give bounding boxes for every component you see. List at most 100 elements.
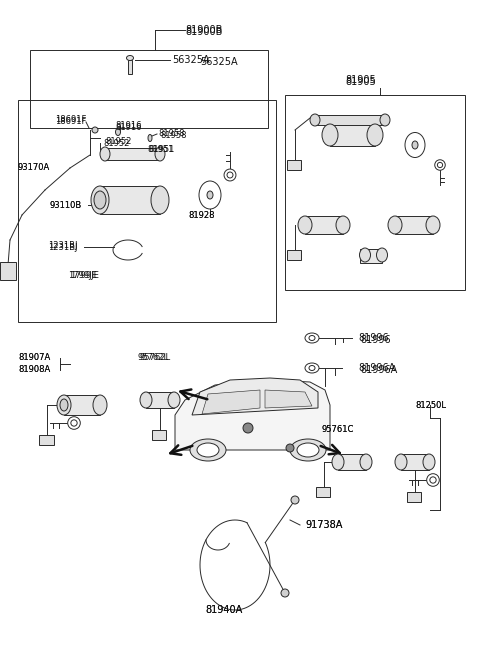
Ellipse shape — [116, 128, 120, 136]
Circle shape — [68, 417, 80, 429]
Bar — [407, 492, 421, 502]
Bar — [316, 487, 330, 497]
Text: 81958: 81958 — [158, 130, 184, 138]
Text: 81905: 81905 — [345, 75, 376, 85]
Text: 93170A: 93170A — [18, 164, 50, 172]
Bar — [330, 124, 375, 146]
Text: 81958: 81958 — [160, 130, 187, 140]
Ellipse shape — [290, 439, 326, 461]
Bar — [338, 454, 366, 470]
Ellipse shape — [94, 191, 106, 209]
Ellipse shape — [207, 191, 213, 199]
Text: 81952: 81952 — [103, 138, 130, 147]
Ellipse shape — [305, 333, 319, 343]
Ellipse shape — [151, 186, 169, 214]
Text: 81952: 81952 — [105, 138, 132, 147]
Bar — [128, 60, 132, 74]
Bar — [64, 395, 100, 415]
Text: 56325A: 56325A — [172, 55, 210, 65]
Ellipse shape — [405, 132, 425, 157]
Ellipse shape — [305, 363, 319, 373]
Ellipse shape — [168, 392, 180, 408]
Ellipse shape — [309, 335, 315, 341]
Text: 18691F: 18691F — [55, 117, 86, 126]
Text: 81928: 81928 — [188, 210, 215, 219]
Text: 81907A: 81907A — [18, 354, 50, 362]
Text: 81940A: 81940A — [205, 605, 242, 615]
Ellipse shape — [412, 141, 418, 149]
Ellipse shape — [148, 134, 152, 141]
Bar — [30, 50, 268, 128]
Text: 1799JE: 1799JE — [68, 271, 97, 280]
Ellipse shape — [197, 443, 219, 457]
Circle shape — [71, 420, 77, 426]
PathPatch shape — [265, 390, 312, 408]
Text: 95762L: 95762L — [138, 354, 169, 362]
Text: 95761C: 95761C — [322, 426, 354, 434]
Ellipse shape — [190, 439, 226, 461]
Ellipse shape — [140, 392, 152, 408]
Text: 93110B: 93110B — [50, 200, 82, 210]
Ellipse shape — [360, 454, 372, 470]
Ellipse shape — [92, 127, 98, 133]
Text: 81916: 81916 — [115, 121, 142, 130]
Ellipse shape — [388, 216, 402, 234]
Text: 81996A: 81996A — [360, 365, 397, 375]
Ellipse shape — [376, 248, 387, 262]
Text: 81900B: 81900B — [185, 27, 222, 37]
Ellipse shape — [395, 454, 407, 470]
Text: 91738A: 91738A — [305, 520, 342, 530]
Text: 81908A: 81908A — [18, 365, 50, 375]
Bar — [285, 95, 465, 290]
PathPatch shape — [175, 380, 330, 450]
Bar — [146, 392, 174, 408]
Ellipse shape — [322, 124, 338, 146]
Text: 81996A: 81996A — [358, 363, 395, 373]
PathPatch shape — [192, 378, 318, 415]
Ellipse shape — [127, 56, 133, 60]
Bar — [287, 160, 301, 170]
Circle shape — [227, 172, 233, 178]
Text: 81951: 81951 — [148, 145, 174, 155]
Circle shape — [437, 162, 443, 168]
Bar — [287, 250, 301, 260]
Bar — [401, 454, 429, 470]
Ellipse shape — [332, 454, 344, 470]
Ellipse shape — [155, 147, 165, 161]
PathPatch shape — [202, 390, 260, 414]
Text: 91738A: 91738A — [305, 520, 342, 530]
Ellipse shape — [297, 443, 319, 457]
Bar — [18, 100, 276, 322]
Circle shape — [281, 589, 289, 597]
Text: 18691F: 18691F — [55, 115, 86, 124]
Text: 81916: 81916 — [115, 122, 142, 132]
Text: 81951: 81951 — [147, 145, 173, 155]
Ellipse shape — [309, 365, 315, 371]
Text: 1231BJ: 1231BJ — [48, 242, 77, 250]
Text: 81996: 81996 — [358, 333, 389, 343]
Ellipse shape — [336, 216, 350, 234]
Circle shape — [291, 496, 299, 504]
Ellipse shape — [310, 114, 320, 126]
Ellipse shape — [57, 395, 71, 415]
Circle shape — [243, 423, 253, 433]
Ellipse shape — [60, 399, 68, 411]
Text: 95762L: 95762L — [140, 354, 171, 362]
Text: 95761C: 95761C — [322, 426, 354, 434]
Bar — [39, 435, 54, 445]
Circle shape — [430, 477, 436, 483]
Text: 1799JE: 1799JE — [70, 271, 99, 280]
Bar — [152, 430, 166, 440]
Text: 81250L: 81250L — [415, 400, 446, 409]
Ellipse shape — [93, 395, 107, 415]
Text: 81907A: 81907A — [18, 354, 50, 362]
Circle shape — [224, 169, 236, 181]
Bar — [100, 186, 160, 214]
Text: 81250L: 81250L — [415, 400, 446, 409]
Ellipse shape — [360, 248, 371, 262]
Ellipse shape — [380, 114, 390, 126]
Circle shape — [286, 444, 294, 452]
Text: 81908A: 81908A — [18, 365, 50, 375]
Text: 81996: 81996 — [360, 335, 391, 345]
Text: 56325A: 56325A — [200, 57, 238, 67]
